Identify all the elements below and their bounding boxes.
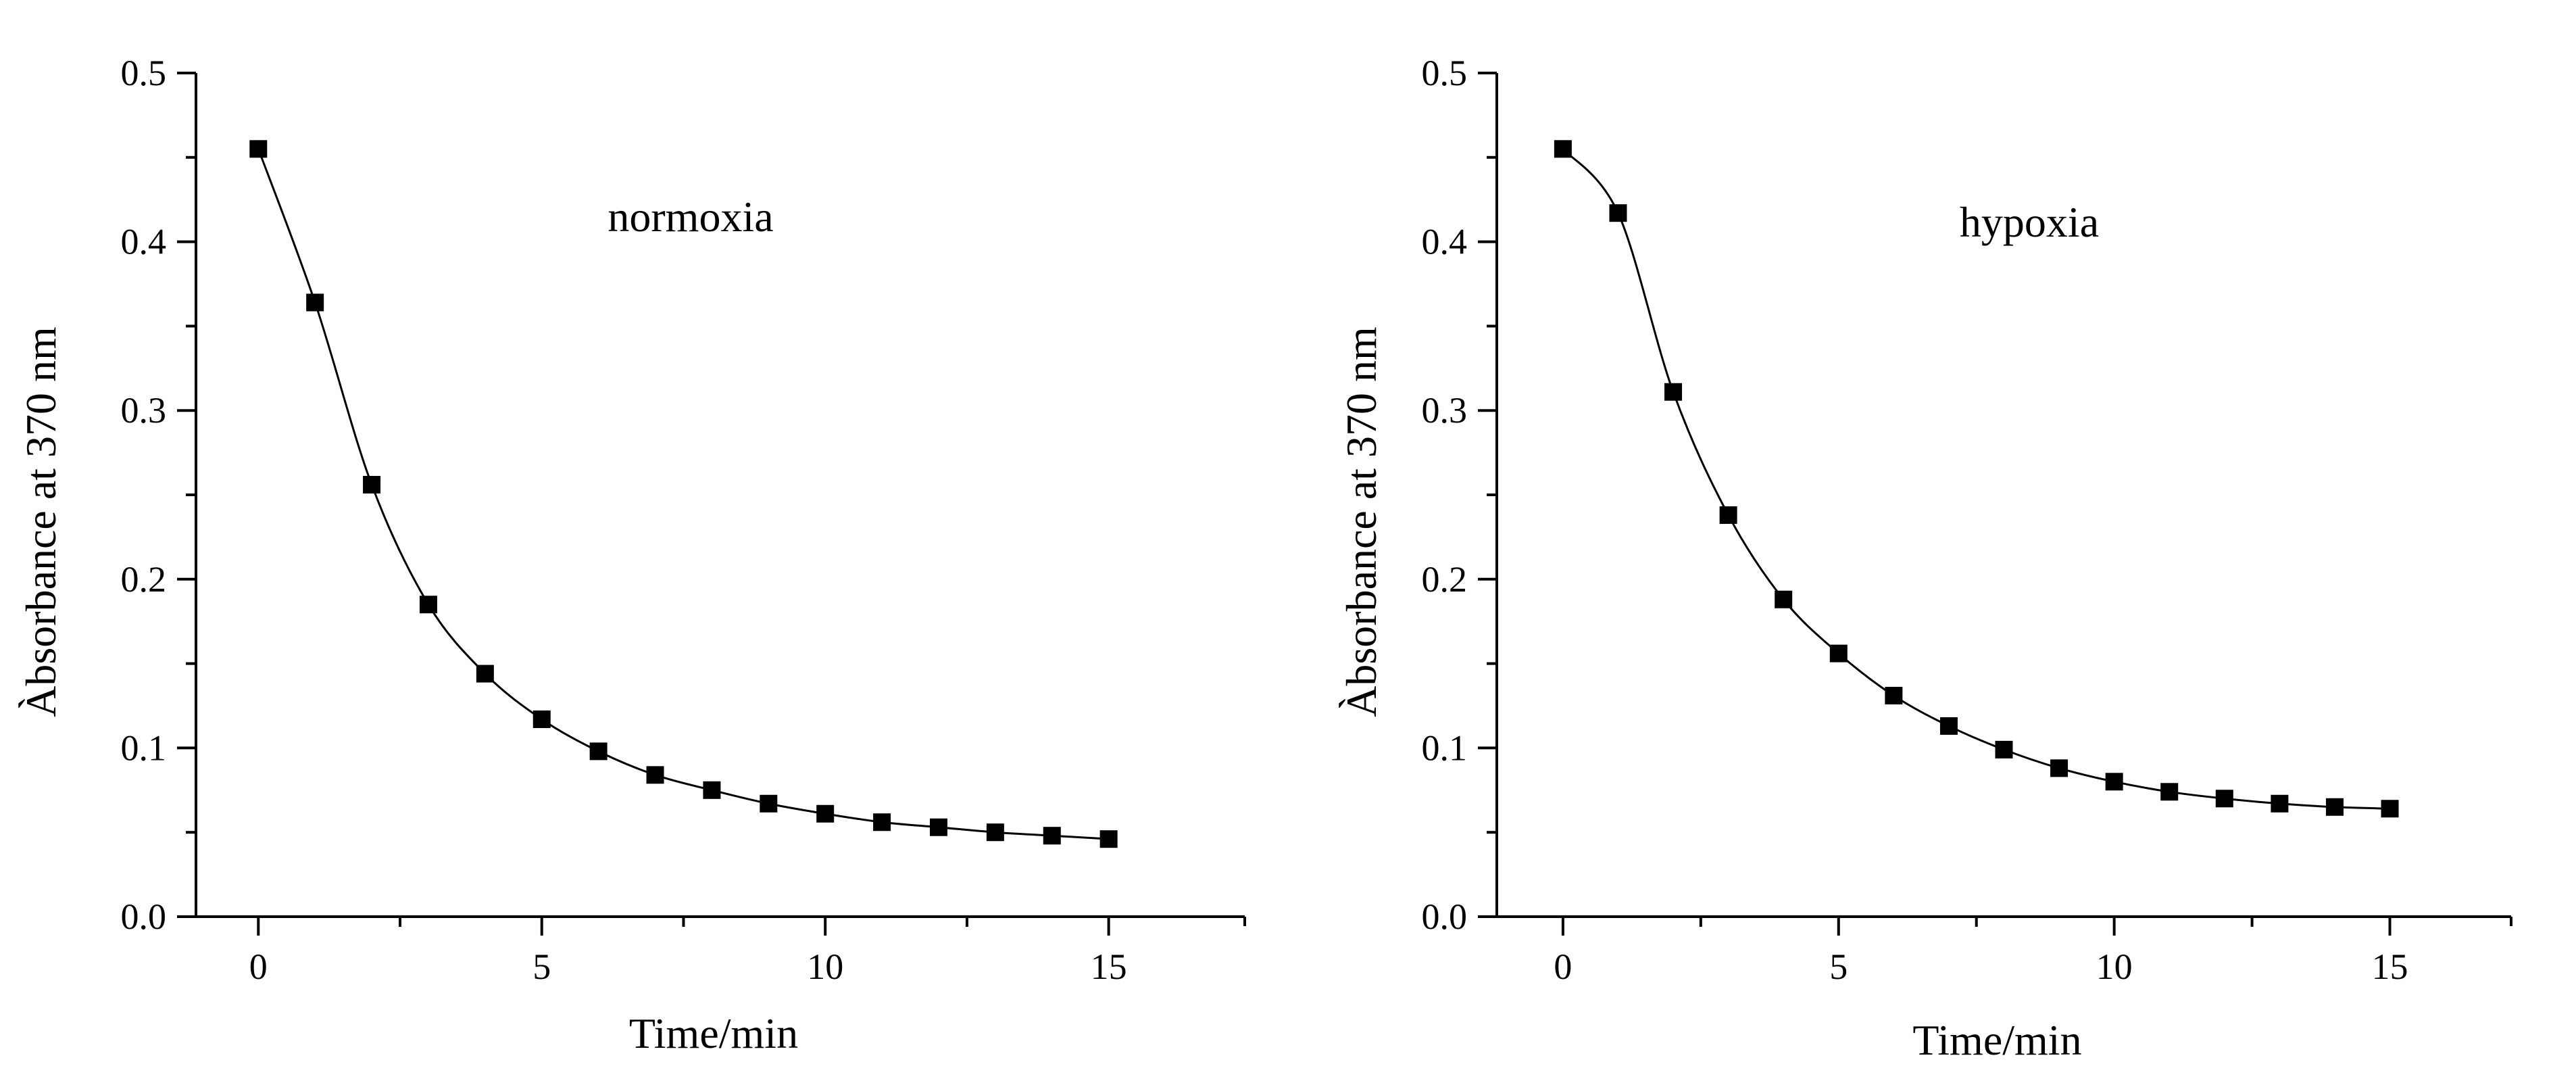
- data-point-hypoxia-12: [2215, 790, 2233, 808]
- x-tick-label: 5: [532, 946, 551, 987]
- x-axis-title: Time/min: [1912, 1016, 2081, 1064]
- data-point-hypoxia-8: [1995, 740, 2013, 758]
- data-point-hypoxia-9: [2050, 759, 2069, 777]
- y-axis-title: Àbsorbance at 370 nm: [1337, 327, 1385, 717]
- y-tick-label: 0.2: [1422, 559, 1468, 600]
- y-tick-label: 0.0: [121, 896, 167, 937]
- x-tick-label: 10: [2096, 946, 2133, 987]
- data-point-normoxia-10: [816, 804, 835, 823]
- data-point-normoxia-11: [873, 813, 891, 831]
- series-line-hypoxia: [1562, 148, 2390, 810]
- data-point-hypoxia-15: [2381, 800, 2399, 818]
- data-point-normoxia-4: [476, 665, 494, 683]
- data-point-hypoxia-13: [2271, 794, 2289, 813]
- x-tick-label: 15: [1091, 946, 1127, 987]
- panel-annotation: hypoxia: [1960, 198, 2099, 246]
- data-point-normoxia-13: [986, 823, 1004, 842]
- y-tick-label: 0.4: [1422, 222, 1468, 262]
- data-point-hypoxia-0: [1554, 140, 1572, 158]
- y-tick-label: 0.2: [121, 559, 167, 600]
- data-point-hypoxia-7: [1939, 717, 1958, 735]
- x-tick-label: 5: [1829, 946, 1848, 987]
- data-point-hypoxia-6: [1885, 687, 1903, 705]
- data-point-normoxia-2: [363, 476, 381, 494]
- data-point-hypoxia-4: [1775, 590, 1793, 608]
- chart-normoxia: 0.0 0.1 0.2 0.3 0.4 0.5 0 5 10 15 Time/min Àbsorban…: [17, 53, 1246, 1057]
- y-tick-label: 0.3: [1422, 390, 1468, 431]
- panel-annotation: normoxia: [608, 193, 773, 241]
- data-point-hypoxia-14: [2325, 798, 2344, 816]
- data-point-hypoxia-2: [1664, 383, 1683, 401]
- y-tick-label: 0.3: [121, 390, 167, 431]
- data-point-hypoxia-5: [1829, 644, 1848, 662]
- y-axis-title: Àbsorbance at 370 nm: [17, 327, 65, 717]
- data-point-normoxia-6: [589, 742, 608, 761]
- y-tick-label: 0.1: [121, 727, 167, 768]
- data-point-normoxia-3: [419, 596, 437, 614]
- data-point-normoxia-14: [1043, 827, 1061, 845]
- data-point-normoxia-12: [929, 818, 947, 836]
- data-point-normoxia-15: [1099, 830, 1118, 848]
- data-point-normoxia-9: [760, 794, 778, 813]
- series-line-normoxia: [257, 148, 1109, 840]
- data-point-hypoxia-1: [1609, 204, 1627, 222]
- y-tick-label: 0.0: [1422, 896, 1468, 937]
- data-point-hypoxia-10: [2105, 773, 2123, 791]
- y-tick-label: 0.5: [1422, 53, 1468, 93]
- x-tick-label: 0: [249, 946, 268, 987]
- data-point-normoxia-7: [646, 766, 664, 784]
- data-point-normoxia-0: [249, 140, 268, 158]
- y-tick-label: 0.1: [1422, 727, 1468, 768]
- x-tick-label: 0: [1554, 946, 1572, 987]
- y-tick-label: 0.4: [121, 222, 167, 262]
- x-axis-title: Time/min: [629, 1009, 798, 1057]
- data-point-normoxia-5: [532, 710, 551, 728]
- data-point-normoxia-1: [306, 293, 324, 312]
- x-tick-label: 15: [2372, 946, 2408, 987]
- data-point-hypoxia-11: [2160, 783, 2179, 801]
- y-tick-label: 0.5: [121, 53, 167, 93]
- data-point-normoxia-8: [703, 781, 721, 799]
- data-point-hypoxia-3: [1719, 506, 1737, 524]
- x-tick-label: 10: [807, 946, 843, 987]
- chart-hypoxia: 0.0 0.1 0.2 0.3 0.4 0.5 0 5 10 15 Time/min Àbsorban…: [1337, 53, 2512, 1064]
